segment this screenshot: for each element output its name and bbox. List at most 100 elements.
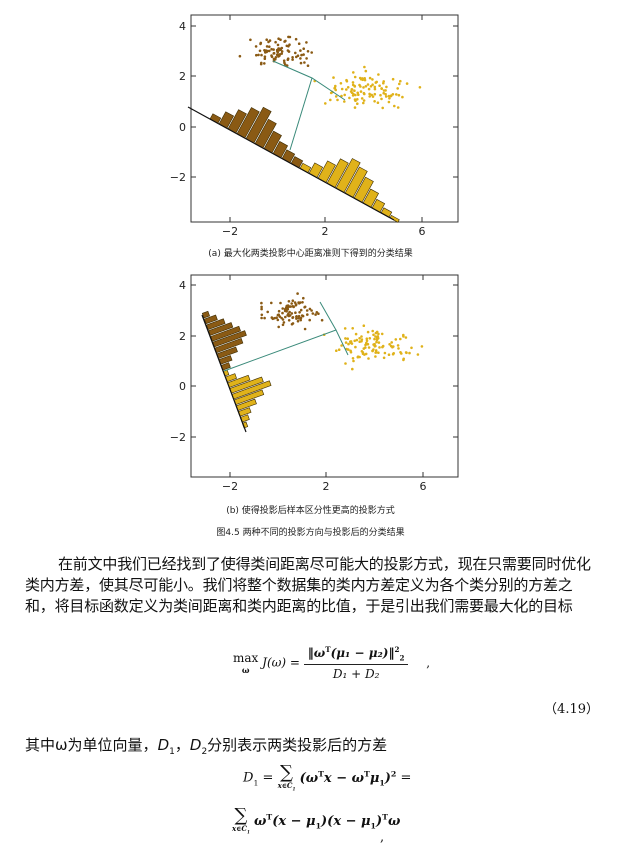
scatter-point bbox=[296, 292, 299, 295]
scatter-point bbox=[374, 335, 377, 338]
scatter-point bbox=[356, 355, 360, 359]
scatter-point bbox=[274, 58, 277, 61]
scatter-point bbox=[291, 316, 294, 320]
scatter-point bbox=[238, 54, 242, 58]
scatter-point bbox=[280, 316, 283, 320]
scatter-point bbox=[362, 101, 365, 105]
scatter-point bbox=[315, 311, 319, 314]
scatter-point bbox=[294, 303, 298, 306]
scatter-point bbox=[305, 41, 308, 44]
scatter-point bbox=[303, 327, 307, 331]
scatter-point bbox=[258, 49, 262, 53]
scatter-point bbox=[373, 87, 377, 91]
scatter-point bbox=[281, 307, 284, 310]
scatter-point bbox=[278, 54, 281, 58]
scatter-point bbox=[394, 338, 398, 341]
scatter-point bbox=[365, 339, 369, 343]
scatter-point bbox=[399, 79, 402, 83]
y-tick-label: −2 bbox=[170, 431, 186, 444]
scatter-point bbox=[362, 324, 366, 327]
scatter-point bbox=[295, 315, 298, 318]
scatter-point bbox=[299, 308, 303, 312]
scatter-point bbox=[391, 77, 395, 81]
scatter-point bbox=[374, 349, 378, 352]
scatter-point bbox=[392, 352, 395, 355]
figure-caption: 图4.5 两种不同的投影方向与投影后的分类结果 bbox=[216, 528, 405, 538]
scatter-point bbox=[260, 305, 263, 309]
scatter-point bbox=[361, 78, 364, 82]
scatter-point bbox=[356, 98, 359, 101]
scatter-point bbox=[277, 309, 281, 313]
x-tick-label: −2 bbox=[222, 225, 238, 238]
scatter-point bbox=[351, 357, 355, 360]
scatter-point bbox=[346, 337, 349, 340]
scatter-point bbox=[265, 38, 268, 41]
scatter-point bbox=[349, 90, 353, 93]
scatter-point bbox=[263, 57, 267, 60]
scatter-point bbox=[374, 355, 377, 358]
scatter-point bbox=[285, 64, 289, 67]
scatter-point bbox=[387, 100, 391, 104]
scatter-point bbox=[366, 330, 370, 334]
scatter-point bbox=[289, 305, 292, 308]
scatter-point bbox=[287, 313, 290, 317]
scatter-point bbox=[306, 50, 310, 53]
scatter-point bbox=[373, 100, 376, 103]
scatter-point bbox=[360, 340, 363, 343]
scatter-point bbox=[357, 93, 360, 96]
center-link-line bbox=[272, 60, 346, 101]
scatter-point bbox=[339, 82, 343, 85]
scatter-point bbox=[254, 45, 258, 48]
objective-fraction: ‖ωT(μ₁ − μ₂)‖22 D₁ + D₂ bbox=[303, 645, 409, 681]
scatter-point bbox=[373, 337, 376, 341]
scatter-point bbox=[265, 45, 269, 48]
scatter-point bbox=[284, 39, 287, 43]
scatter-point bbox=[296, 319, 300, 323]
scatter-point bbox=[378, 84, 381, 87]
scatter-point bbox=[329, 91, 333, 95]
scatter-point bbox=[399, 337, 402, 341]
scatter-point bbox=[410, 346, 413, 350]
scatter-point bbox=[279, 301, 282, 305]
scatter-point bbox=[302, 296, 305, 300]
scatter-point bbox=[360, 97, 364, 100]
scatter-point bbox=[404, 336, 408, 339]
scatter-point bbox=[393, 104, 396, 108]
scatter-point bbox=[270, 54, 273, 57]
scatter-point bbox=[349, 341, 353, 345]
scatter-point bbox=[355, 338, 359, 342]
scatter-point bbox=[420, 345, 424, 348]
scatter-point bbox=[324, 102, 327, 105]
scatter-point bbox=[368, 76, 372, 80]
scatter-point bbox=[344, 337, 347, 340]
scatter-point bbox=[281, 323, 285, 327]
scatter-point bbox=[344, 341, 348, 344]
scatter-point bbox=[374, 331, 378, 335]
scatter-point bbox=[362, 347, 366, 350]
scatter-point bbox=[346, 86, 350, 89]
scatter-point bbox=[334, 84, 337, 88]
scatter-point bbox=[300, 314, 304, 317]
scatter-point bbox=[377, 341, 381, 344]
scatter-point bbox=[308, 307, 312, 311]
scatter-point bbox=[382, 81, 385, 85]
scatter-point bbox=[272, 52, 276, 55]
scatter-point bbox=[260, 307, 263, 311]
histogram-bar bbox=[389, 214, 400, 223]
scatter-point bbox=[299, 49, 302, 52]
scatter-point bbox=[340, 87, 344, 91]
scatter-point bbox=[371, 83, 374, 86]
scatter-point bbox=[264, 49, 268, 52]
scatter-point bbox=[295, 317, 298, 320]
scatter-point bbox=[364, 352, 368, 356]
scatter-point bbox=[405, 82, 409, 85]
scatter-point bbox=[291, 56, 294, 59]
scatter-point bbox=[287, 319, 291, 322]
scatter-point bbox=[376, 101, 380, 104]
scatter-point bbox=[291, 58, 294, 61]
scatter-point bbox=[294, 37, 298, 41]
scatter-point bbox=[351, 367, 354, 371]
scatter-point bbox=[283, 61, 286, 65]
scatter-point bbox=[336, 98, 339, 102]
scatter-point bbox=[356, 102, 359, 105]
